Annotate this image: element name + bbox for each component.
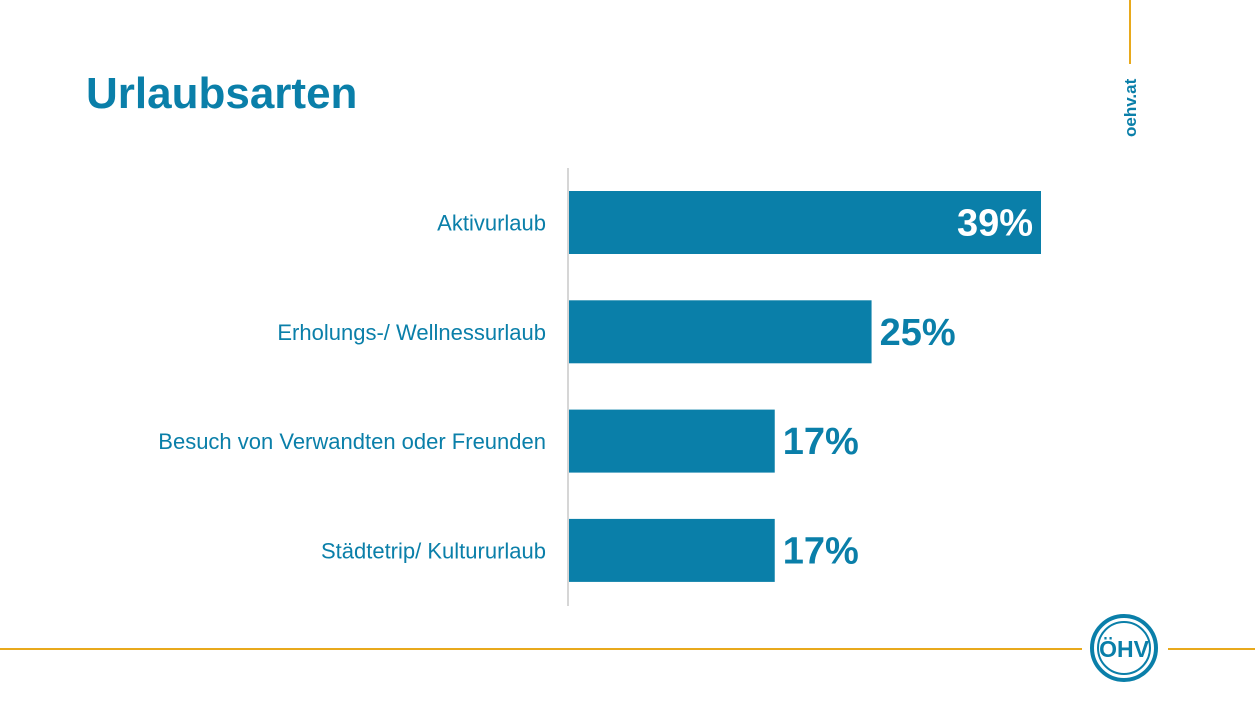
category-label: Aktivurlaub xyxy=(437,211,546,236)
value-label: 17% xyxy=(783,421,859,463)
category-label: Erholungs-/ Wellnessurlaub xyxy=(277,320,546,345)
value-label: 25% xyxy=(880,312,956,354)
value-label: 17% xyxy=(783,530,859,572)
bar xyxy=(569,518,775,582)
bar xyxy=(569,409,775,473)
category-label: Städtetrip/ Kultururlaub xyxy=(321,538,546,563)
brand-accent-line xyxy=(1129,0,1131,64)
value-label: 39% xyxy=(957,203,1033,245)
oehv-logo: ÖHV xyxy=(1090,614,1158,682)
bar xyxy=(569,300,872,364)
footer-divider-right xyxy=(1168,648,1255,650)
category-label: Besuch von Verwandten oder Freunden xyxy=(158,429,546,454)
footer-divider-left xyxy=(0,648,1082,650)
logo-lettering: ÖHV xyxy=(1099,636,1150,662)
bar-chart: Aktivurlaub 39% Erholungs-/ Wellnessurlaub… xyxy=(158,168,1041,606)
page-title: Urlaubsarten xyxy=(86,69,358,118)
bar xyxy=(569,191,1041,254)
bars-layer: Aktivurlaub 39% Erholungs-/ Wellnessurlaub… xyxy=(158,191,1041,582)
